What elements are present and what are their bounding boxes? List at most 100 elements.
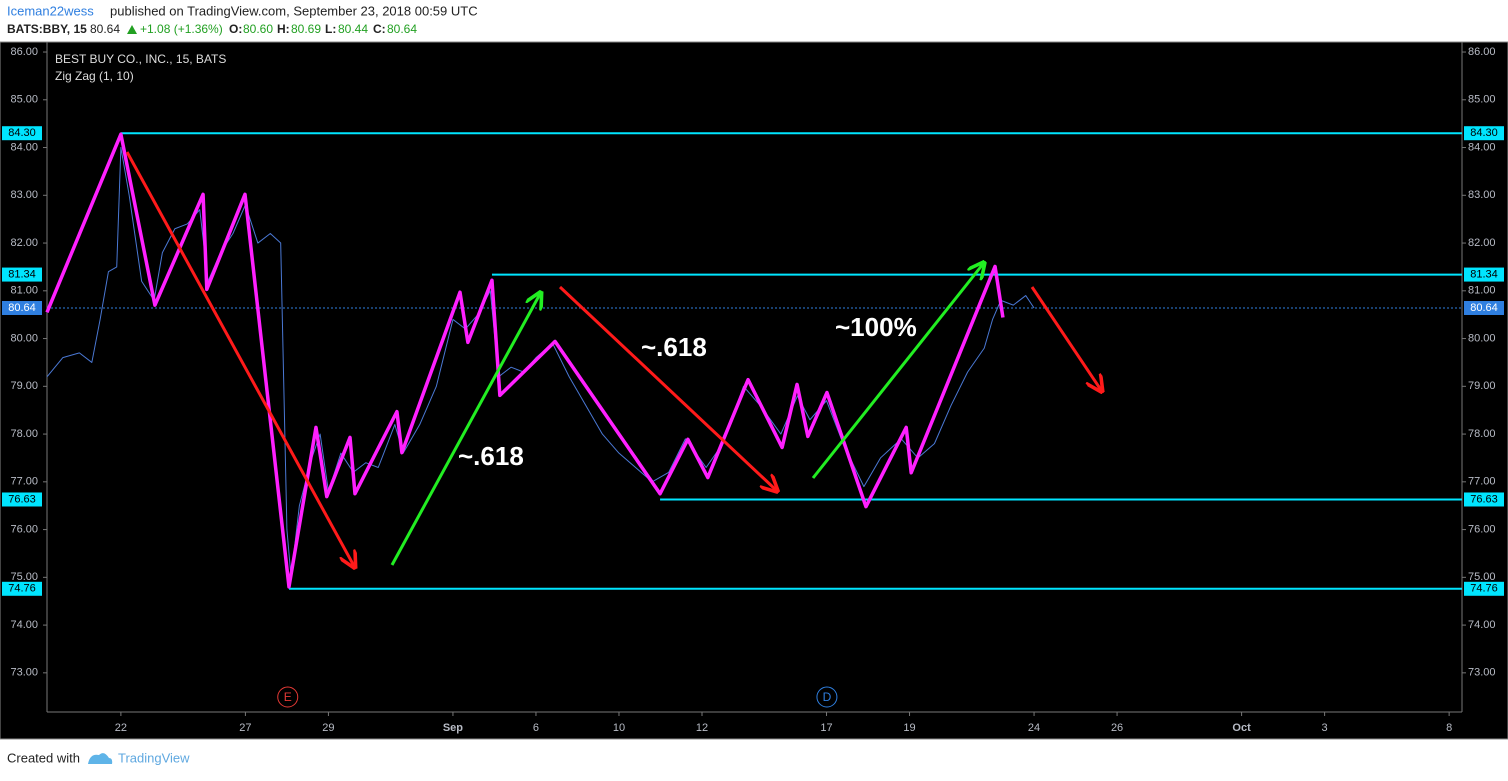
y-tick-label: 85.00 — [1468, 94, 1496, 106]
x-tick-label: 10 — [613, 722, 625, 734]
open-label: O: — [229, 22, 242, 36]
y-tick-label: 74.00 — [1468, 619, 1496, 631]
arrow — [1030, 286, 1101, 390]
x-tick-label: Oct — [1232, 722, 1251, 734]
event-marker — [816, 686, 838, 708]
high: 80.69 — [291, 22, 321, 36]
y-tick-label: 86.00 — [1468, 46, 1496, 58]
up-triangle — [127, 25, 137, 34]
publish-info: published on TradingView.com, September … — [110, 3, 478, 18]
y-tick-label: 77.00 — [1468, 476, 1496, 488]
y-tick-label: 75.00 — [10, 571, 38, 583]
y-tick-label: 80.00 — [1468, 332, 1496, 344]
last-price: 80.64 — [90, 22, 120, 36]
x-tick-label: Sep — [443, 722, 463, 734]
y-tick-label: 85.00 — [10, 94, 38, 106]
level-box — [1464, 581, 1504, 596]
x-tick-label: 3 — [1322, 722, 1328, 734]
arrow — [125, 151, 354, 566]
zigzag-line — [45, 132, 1005, 589]
y-tick-label: 77.00 — [10, 476, 38, 488]
y-tick-label: 84.00 — [1468, 141, 1496, 153]
x-tick-label: 19 — [903, 722, 915, 734]
y-tick-label: 78.00 — [10, 428, 38, 440]
level-label: 76.63 — [8, 493, 36, 505]
y-tick-label: 78.00 — [1468, 428, 1496, 440]
arrows — [125, 151, 1101, 566]
level-label: 76.63 — [1470, 493, 1498, 505]
footer-text: Created with — [7, 750, 80, 765]
annotation: ~.618 — [458, 441, 524, 471]
level-box — [2, 126, 42, 141]
chart-title: BEST BUY CO., INC., 15, BATS — [55, 52, 226, 66]
y-tick-label: 79.00 — [10, 380, 38, 392]
arrow — [558, 285, 776, 490]
x-tick-label: 8 — [1446, 722, 1452, 734]
level-label: 84.30 — [8, 127, 36, 139]
plot: 73.00 73.00 74.00 74.00 75.00 75.00 76.00 76.00… — [2, 46, 1504, 734]
x-tick-label: 17 — [820, 722, 832, 734]
user-name[interactable]: Iceman22wess — [7, 3, 94, 18]
low-label: L: — [325, 22, 336, 36]
y-tick-label: 83.00 — [1468, 189, 1496, 201]
footer — [0, 740, 1508, 776]
event-label: E — [284, 690, 292, 704]
y-tick-label: 81.00 — [10, 285, 38, 297]
arrow — [390, 294, 540, 566]
y-tick-label: 82.00 — [1468, 237, 1496, 249]
symbol-bar: BATS:BBY, 15 80.64 +1.08 (+1.36%) O: 80.… — [7, 22, 417, 36]
level-box — [2, 267, 42, 282]
y-tick-label: 74.00 — [10, 619, 38, 631]
annotation: ~.618 — [641, 332, 707, 362]
last-price-label: 80.64 — [1470, 302, 1498, 314]
level-label: 84.30 — [1470, 127, 1498, 139]
level-label: 74.76 — [1470, 583, 1498, 595]
y-tick-label: 80.00 — [10, 332, 38, 344]
y-tick-label: 83.00 — [10, 189, 38, 201]
last-price-box — [1464, 300, 1504, 315]
level-label: 81.34 — [1470, 268, 1498, 280]
close-label: C: — [373, 22, 386, 36]
change: +1.08 (+1.36%) — [140, 22, 223, 36]
arrow — [811, 264, 983, 479]
x-tick-label: 6 — [533, 722, 539, 734]
annotation: ~100% — [835, 312, 917, 342]
x-tick-label: 27 — [239, 722, 251, 734]
level-box — [2, 581, 42, 596]
brand-logo — [88, 753, 113, 764]
x-tick-label: 12 — [696, 722, 708, 734]
level-box — [1464, 492, 1504, 507]
level-label: 81.34 — [8, 268, 36, 280]
y-tick-label: 76.00 — [10, 523, 38, 535]
open: 80.60 — [243, 22, 273, 36]
level-box — [1464, 267, 1504, 282]
x-tick-label: 22 — [115, 722, 127, 734]
x-tick-label: 29 — [322, 722, 334, 734]
level-box — [2, 492, 42, 507]
high-label: H: — [277, 22, 290, 36]
x-tick-label: 26 — [1111, 722, 1123, 734]
symbol: BATS:BBY, 15 — [7, 22, 87, 36]
y-tick-label: 79.00 — [1468, 380, 1496, 392]
x-tick-label: 24 — [1028, 722, 1040, 734]
last-price-box — [2, 300, 42, 315]
y-tick-label: 75.00 — [1468, 571, 1496, 583]
close: 80.64 — [387, 22, 417, 36]
y-tick-label: 73.00 — [10, 667, 38, 679]
event-marker — [277, 686, 299, 708]
level-label: 74.76 — [8, 583, 36, 595]
level-box — [1464, 126, 1504, 141]
event-label: D — [823, 690, 832, 704]
last-price-label: 80.64 — [8, 302, 36, 314]
y-tick-label: 84.00 — [10, 141, 38, 153]
y-tick-label: 76.00 — [1468, 523, 1496, 535]
y-tick-label: 73.00 — [1468, 667, 1496, 679]
y-tick-label: 81.00 — [1468, 285, 1496, 297]
low: 80.44 — [338, 22, 368, 36]
y-tick-label: 86.00 — [10, 46, 38, 58]
indicator-name: Zig Zag (1, 10) — [55, 69, 134, 83]
y-tick-label: 82.00 — [10, 237, 38, 249]
brand-name[interactable]: TradingView — [118, 750, 190, 765]
